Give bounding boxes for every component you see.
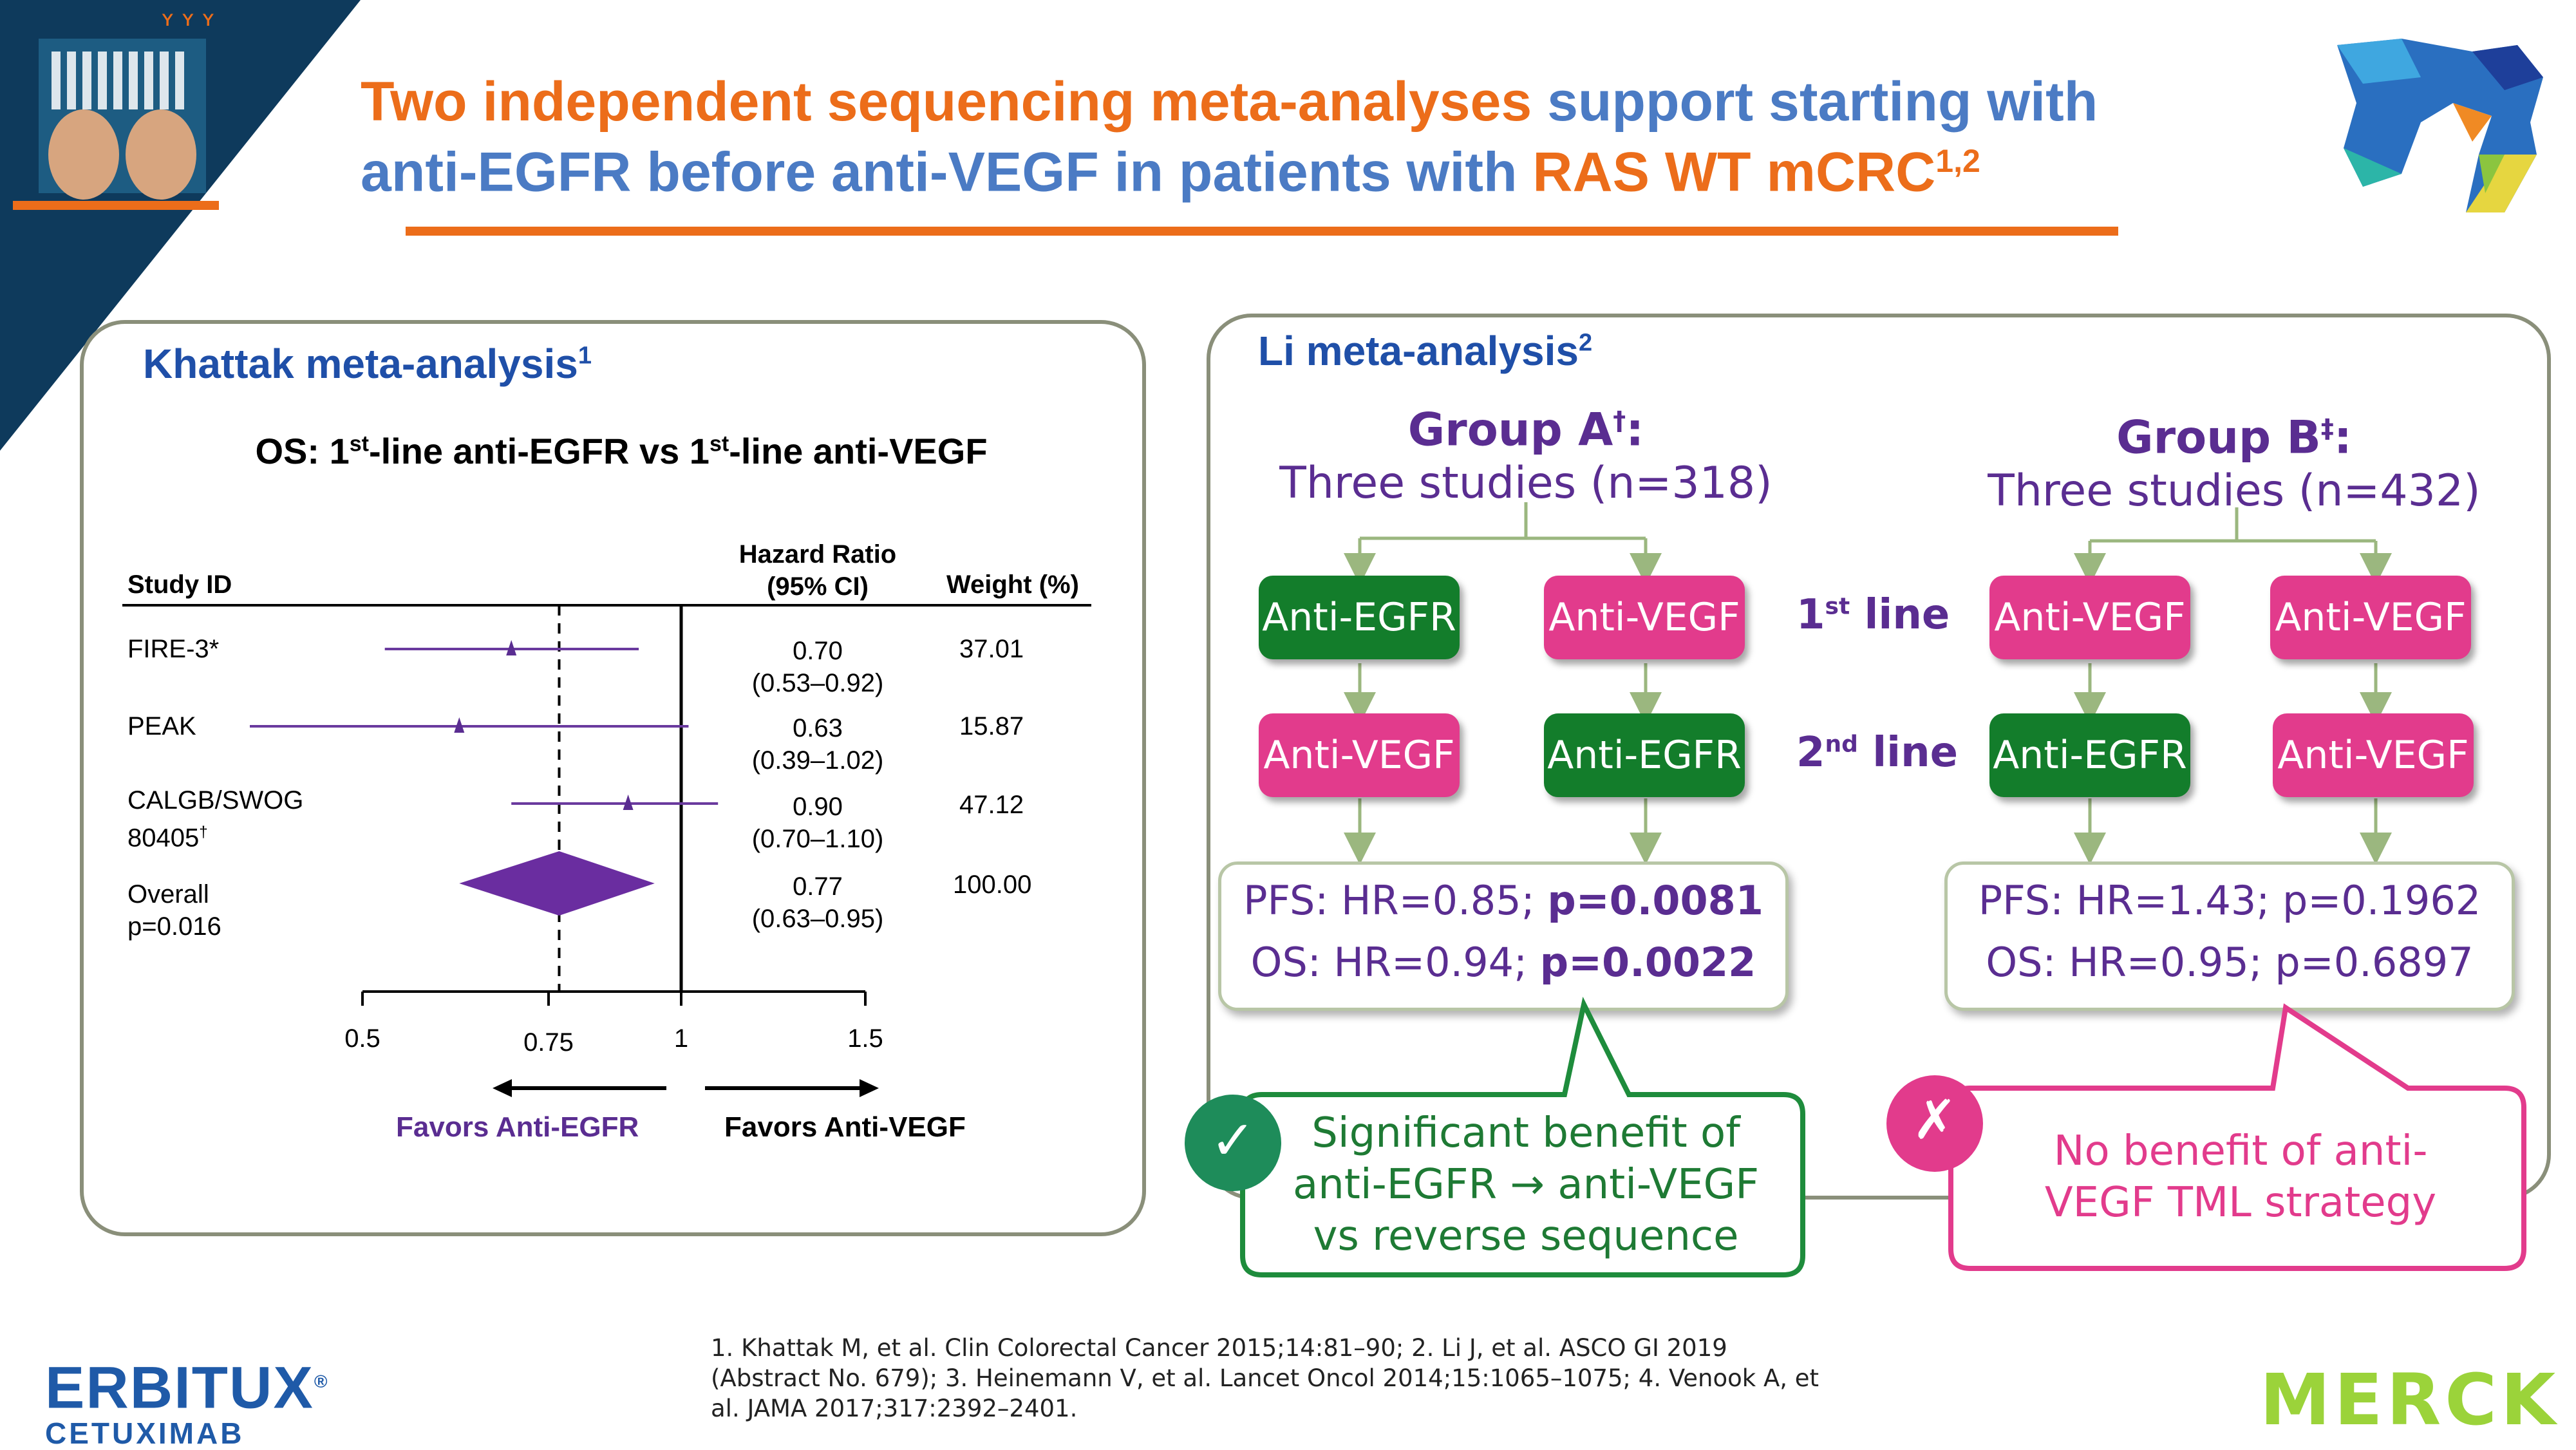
group-a-heading: Group A†: Three studies (n=318) xyxy=(1279,403,1772,509)
favors-left-label: Favors Anti-EGFR xyxy=(396,1111,639,1143)
favors-right-arrowhead xyxy=(860,1079,879,1097)
group-b-line1-anti-vegf-right: Anti-VEGF xyxy=(2270,576,2471,659)
li-title: Li meta-analysis2 xyxy=(1258,328,1593,374)
col-header-hr: Hazard Ratio (95% CI) xyxy=(738,540,897,601)
second-line-label: 2nd line xyxy=(1796,729,1959,777)
group-b-line1-anti-vegf-left: Anti-VEGF xyxy=(1989,576,2190,659)
title-part-orange-2: RAS WT mCRC xyxy=(1532,141,1936,203)
check-icon: ✓ xyxy=(1210,1109,1256,1172)
row-weight-calgb: 47.12 xyxy=(959,791,1024,819)
row-study-peak: PEAK xyxy=(127,712,196,740)
row-study-calgb: CALGB/SWOG 80405† xyxy=(127,786,304,852)
callout-a-text: Significant benefit of anti-EGFR → anti-V… xyxy=(1293,1109,1759,1260)
references: 1. Khattak M, et al. Clin Colorectal Can… xyxy=(711,1334,1819,1422)
col-header-weight: Weight (%) xyxy=(946,570,1079,599)
point-estimate-marker xyxy=(623,795,634,810)
overall-diamond xyxy=(459,851,655,916)
title-superscript: 1,2 xyxy=(1935,143,1980,179)
point-estimate-marker xyxy=(454,717,465,733)
merck-logo: MERCK xyxy=(2260,1359,2560,1441)
favors-right-label: Favors Anti-VEGF xyxy=(724,1111,966,1143)
group-b-line2-anti-egfr: Anti-EGFR xyxy=(1989,713,2190,797)
x-tick-label: 1 xyxy=(674,1024,688,1053)
row-study-overall: Overall p=0.016 xyxy=(127,880,221,941)
row-hr-fire3: 0.70 (0.53–0.92) xyxy=(751,637,884,697)
row-hr-calgb: 0.90 (0.70–1.10) xyxy=(751,793,884,853)
group-a-line2-anti-egfr: Anti-EGFR xyxy=(1544,713,1745,797)
erbitux-logo: ERBITUX® CETUXIMAB xyxy=(45,1355,329,1450)
title-part-orange-1: Two independent sequencing meta-analyses xyxy=(361,71,1532,133)
group-b-heading: Group B‡: Three studies (n=432) xyxy=(1988,411,2481,517)
row-hr-overall: 0.77 (0.63–0.95) xyxy=(751,872,884,933)
row-weight-overall: 100.00 xyxy=(953,871,1032,899)
row-weight-fire3: 37.01 xyxy=(959,635,1024,663)
slide-title: Two independent sequencing meta-analyses… xyxy=(361,72,2228,202)
group-a-line1-anti-vegf: Anti-VEGF xyxy=(1544,576,1745,659)
colon-logo xyxy=(2337,39,2543,212)
group-a-line1-anti-egfr: Anti-EGFR xyxy=(1259,576,1460,659)
khattak-panel xyxy=(80,320,1146,1236)
callout-b-text: No benefit of anti- VEGF TML strategy xyxy=(2044,1127,2437,1227)
x-tick-label: 1.5 xyxy=(847,1024,883,1053)
forest-chart-title: OS: 1st-line anti-EGFR vs 1st-line anti-… xyxy=(255,431,988,471)
cross-icon: ✗ xyxy=(1912,1088,1958,1151)
svg-text:ʏ ʏ ʏ: ʏ ʏ ʏ xyxy=(161,6,215,32)
forest-plot: 0.5 0.75 1 1.5 xyxy=(122,604,1091,1097)
x-tick-label: 0.5 xyxy=(344,1024,381,1053)
title-part-blue-1: support starting with xyxy=(1547,71,2098,133)
row-study-fire3: FIRE-3* xyxy=(127,635,220,663)
row-weight-peak: 15.87 xyxy=(959,712,1024,740)
point-estimate-marker xyxy=(506,640,517,655)
title-part-blue-2: anti-EGFR before anti-VEGF in patients w… xyxy=(361,141,1518,203)
first-line-label: 1st line xyxy=(1796,591,1950,639)
group-b-line2-anti-vegf: Anti-VEGF xyxy=(2273,713,2474,797)
col-header-study: Study ID xyxy=(127,570,232,599)
favors-left-arrowhead xyxy=(493,1079,512,1097)
khattak-title: Khattak meta-analysis1 xyxy=(143,341,592,387)
group-a-line2-anti-vegf: Anti-VEGF xyxy=(1259,713,1460,797)
group-a-results: PFS: HR=0.85; p=0.0081 OS: HR=0.94; p=0.… xyxy=(1218,862,1789,1011)
title-underline xyxy=(406,227,2118,236)
x-tick-label: 0.75 xyxy=(523,1028,574,1057)
row-hr-peak: 0.63 (0.39–1.02) xyxy=(751,714,884,775)
group-b-results: PFS: HR=1.43; p=0.1962 OS: HR=0.95; p=0.… xyxy=(1944,862,2515,1011)
